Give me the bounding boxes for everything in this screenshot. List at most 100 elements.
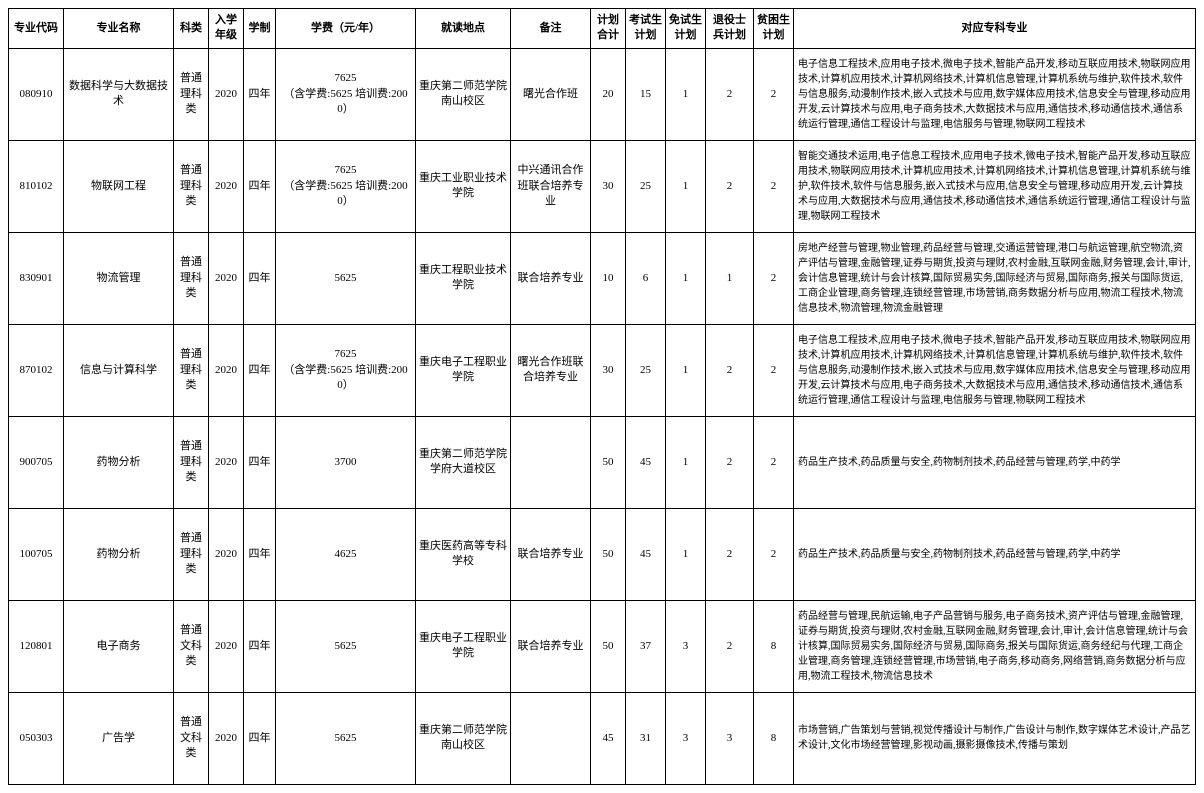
table-row: 810102物联网工程普通理科类2020四年7625（含学费:5625 培训费:…: [9, 140, 1196, 232]
cell-exam: 6: [626, 232, 666, 324]
table-body: 080910数据科学与大数据技术普通理科类2020四年7625（含学费:5625…: [9, 48, 1196, 784]
cell-exempt: 1: [666, 416, 706, 508]
cell-code: 120801: [9, 600, 64, 692]
cell-year: 2020: [209, 232, 244, 324]
cell-majors: 药品生产技术,药品质量与安全,药物制剂技术,药品经营与管理,药学,中药学: [794, 508, 1196, 600]
cell-majors: 房地产经营与管理,物业管理,药品经营与管理,交通运营管理,港口与航运管理,航空物…: [794, 232, 1196, 324]
cell-year: 2020: [209, 416, 244, 508]
cell-note: 联合培养专业: [511, 600, 591, 692]
cell-year: 2020: [209, 324, 244, 416]
cell-category: 普通文科类: [174, 692, 209, 784]
cell-poor: 8: [754, 600, 794, 692]
cell-exam: 25: [626, 324, 666, 416]
cell-exam: 37: [626, 600, 666, 692]
cell-fee: 3700: [276, 416, 416, 508]
cell-year: 2020: [209, 140, 244, 232]
cell-fee: 4625: [276, 508, 416, 600]
cell-majors: 电子信息工程技术,应用电子技术,微电子技术,智能产品开发,移动互联应用技术,物联…: [794, 48, 1196, 140]
header-cell: 退役士兵计划: [706, 9, 754, 49]
cell-name: 物流管理: [64, 232, 174, 324]
cell-total: 50: [591, 508, 626, 600]
cell-code: 050303: [9, 692, 64, 784]
header-cell: 计划合计: [591, 9, 626, 49]
cell-location: 重庆第二师范学院南山校区: [416, 48, 511, 140]
cell-year: 2020: [209, 508, 244, 600]
cell-total: 50: [591, 416, 626, 508]
header-cell: 免试生计划: [666, 9, 706, 49]
cell-name: 物联网工程: [64, 140, 174, 232]
cell-year: 2020: [209, 48, 244, 140]
cell-total: 50: [591, 600, 626, 692]
cell-duration: 四年: [244, 692, 276, 784]
table-row: 870102信息与计算科学普通理科类2020四年7625（含学费:5625 培训…: [9, 324, 1196, 416]
table-row: 120801电子商务普通文科类2020四年5625重庆电子工程职业学院联合培养专…: [9, 600, 1196, 692]
cell-exam: 15: [626, 48, 666, 140]
cell-total: 30: [591, 324, 626, 416]
cell-majors: 智能交通技术运用,电子信息工程技术,应用电子技术,微电子技术,智能产品开发,移动…: [794, 140, 1196, 232]
cell-location: 重庆医药高等专科学校: [416, 508, 511, 600]
cell-veteran: 3: [706, 692, 754, 784]
header-cell: 对应专科专业: [794, 9, 1196, 49]
cell-category: 普通文科类: [174, 600, 209, 692]
table-row: 100705药物分析普通理科类2020四年4625重庆医药高等专科学校联合培养专…: [9, 508, 1196, 600]
header-cell: 考试生计划: [626, 9, 666, 49]
cell-duration: 四年: [244, 600, 276, 692]
header-cell: 备注: [511, 9, 591, 49]
cell-poor: 2: [754, 140, 794, 232]
cell-exempt: 1: [666, 48, 706, 140]
cell-category: 普通理科类: [174, 140, 209, 232]
cell-fee: 5625: [276, 600, 416, 692]
cell-name: 药物分析: [64, 416, 174, 508]
cell-poor: 2: [754, 324, 794, 416]
cell-name: 信息与计算科学: [64, 324, 174, 416]
cell-duration: 四年: [244, 416, 276, 508]
cell-note: [511, 416, 591, 508]
cell-veteran: 2: [706, 508, 754, 600]
header-cell: 专业代码: [9, 9, 64, 49]
cell-total: 30: [591, 140, 626, 232]
cell-poor: 2: [754, 508, 794, 600]
table-row: 080910数据科学与大数据技术普通理科类2020四年7625（含学费:5625…: [9, 48, 1196, 140]
cell-location: 重庆第二师范学院学府大道校区: [416, 416, 511, 508]
cell-fee: 7625（含学费:5625 培训费:2000）: [276, 140, 416, 232]
cell-fee: 7625（含学费:5625 培训费:2000）: [276, 48, 416, 140]
cell-veteran: 2: [706, 600, 754, 692]
cell-exempt: 1: [666, 140, 706, 232]
cell-majors: 药品生产技术,药品质量与安全,药物制剂技术,药品经营与管理,药学,中药学: [794, 416, 1196, 508]
cell-code: 080910: [9, 48, 64, 140]
table-row: 900705药物分析普通理科类2020四年3700重庆第二师范学院学府大道校区 5…: [9, 416, 1196, 508]
cell-location: 重庆电子工程职业学院: [416, 324, 511, 416]
cell-category: 普通理科类: [174, 508, 209, 600]
cell-exempt: 3: [666, 600, 706, 692]
cell-fee: 5625: [276, 692, 416, 784]
header-cell: 就读地点: [416, 9, 511, 49]
cell-duration: 四年: [244, 140, 276, 232]
cell-name: 药物分析: [64, 508, 174, 600]
cell-location: 重庆第二师范学院南山校区: [416, 692, 511, 784]
cell-total: 45: [591, 692, 626, 784]
cell-poor: 2: [754, 48, 794, 140]
cell-fee: 5625: [276, 232, 416, 324]
cell-duration: 四年: [244, 48, 276, 140]
cell-veteran: 2: [706, 416, 754, 508]
cell-location: 重庆工业职业技术学院: [416, 140, 511, 232]
cell-total: 20: [591, 48, 626, 140]
cell-majors: 市场营销,广告策划与营销,视觉传播设计与制作,广告设计与制作,数字媒体艺术设计,…: [794, 692, 1196, 784]
cell-location: 重庆电子工程职业学院: [416, 600, 511, 692]
enrollment-plan-table: 专业代码专业名称科类入学年级学制学费（元/年）就读地点备注计划合计考试生计划免试…: [8, 8, 1196, 785]
cell-duration: 四年: [244, 232, 276, 324]
cell-code: 870102: [9, 324, 64, 416]
cell-category: 普通理科类: [174, 416, 209, 508]
cell-code: 830901: [9, 232, 64, 324]
cell-exempt: 1: [666, 324, 706, 416]
cell-majors: 电子信息工程技术,应用电子技术,微电子技术,智能产品开发,移动互联应用技术,物联…: [794, 324, 1196, 416]
cell-fee: 7625（含学费:5625 培训费:2000）: [276, 324, 416, 416]
cell-exam: 31: [626, 692, 666, 784]
cell-note: 曙光合作班联合培养专业: [511, 324, 591, 416]
cell-category: 普通理科类: [174, 48, 209, 140]
cell-poor: 2: [754, 232, 794, 324]
cell-veteran: 1: [706, 232, 754, 324]
cell-code: 900705: [9, 416, 64, 508]
cell-duration: 四年: [244, 324, 276, 416]
cell-note: 联合培养专业: [511, 508, 591, 600]
